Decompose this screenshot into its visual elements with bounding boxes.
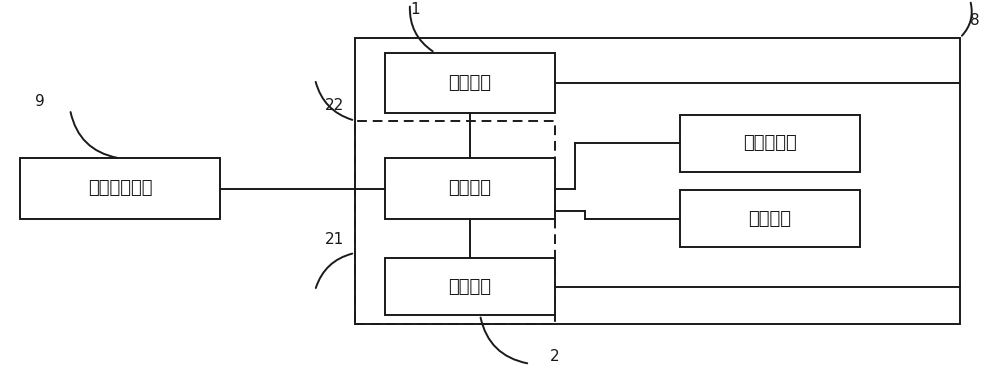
Text: 液位检测装置: 液位检测装置 <box>88 179 152 198</box>
Text: 22: 22 <box>325 98 345 113</box>
Text: 处理单元: 处理单元 <box>448 277 492 296</box>
Text: 21: 21 <box>325 232 345 247</box>
Text: 1: 1 <box>410 2 420 17</box>
Text: 控制单元: 控制单元 <box>448 179 492 198</box>
Bar <box>680 115 860 172</box>
Bar <box>385 258 555 315</box>
Text: 9: 9 <box>35 94 45 109</box>
Bar <box>355 38 960 324</box>
Text: 检测模块: 检测模块 <box>448 74 492 92</box>
Bar <box>385 158 555 219</box>
Text: 2: 2 <box>550 349 560 364</box>
Text: 8: 8 <box>970 13 980 28</box>
Text: 可控平衡阀: 可控平衡阀 <box>743 134 797 152</box>
Bar <box>385 53 555 113</box>
Bar <box>355 121 555 324</box>
Text: 可控开关: 可控开关 <box>748 210 792 228</box>
Bar <box>680 190 860 247</box>
Bar <box>20 158 220 219</box>
